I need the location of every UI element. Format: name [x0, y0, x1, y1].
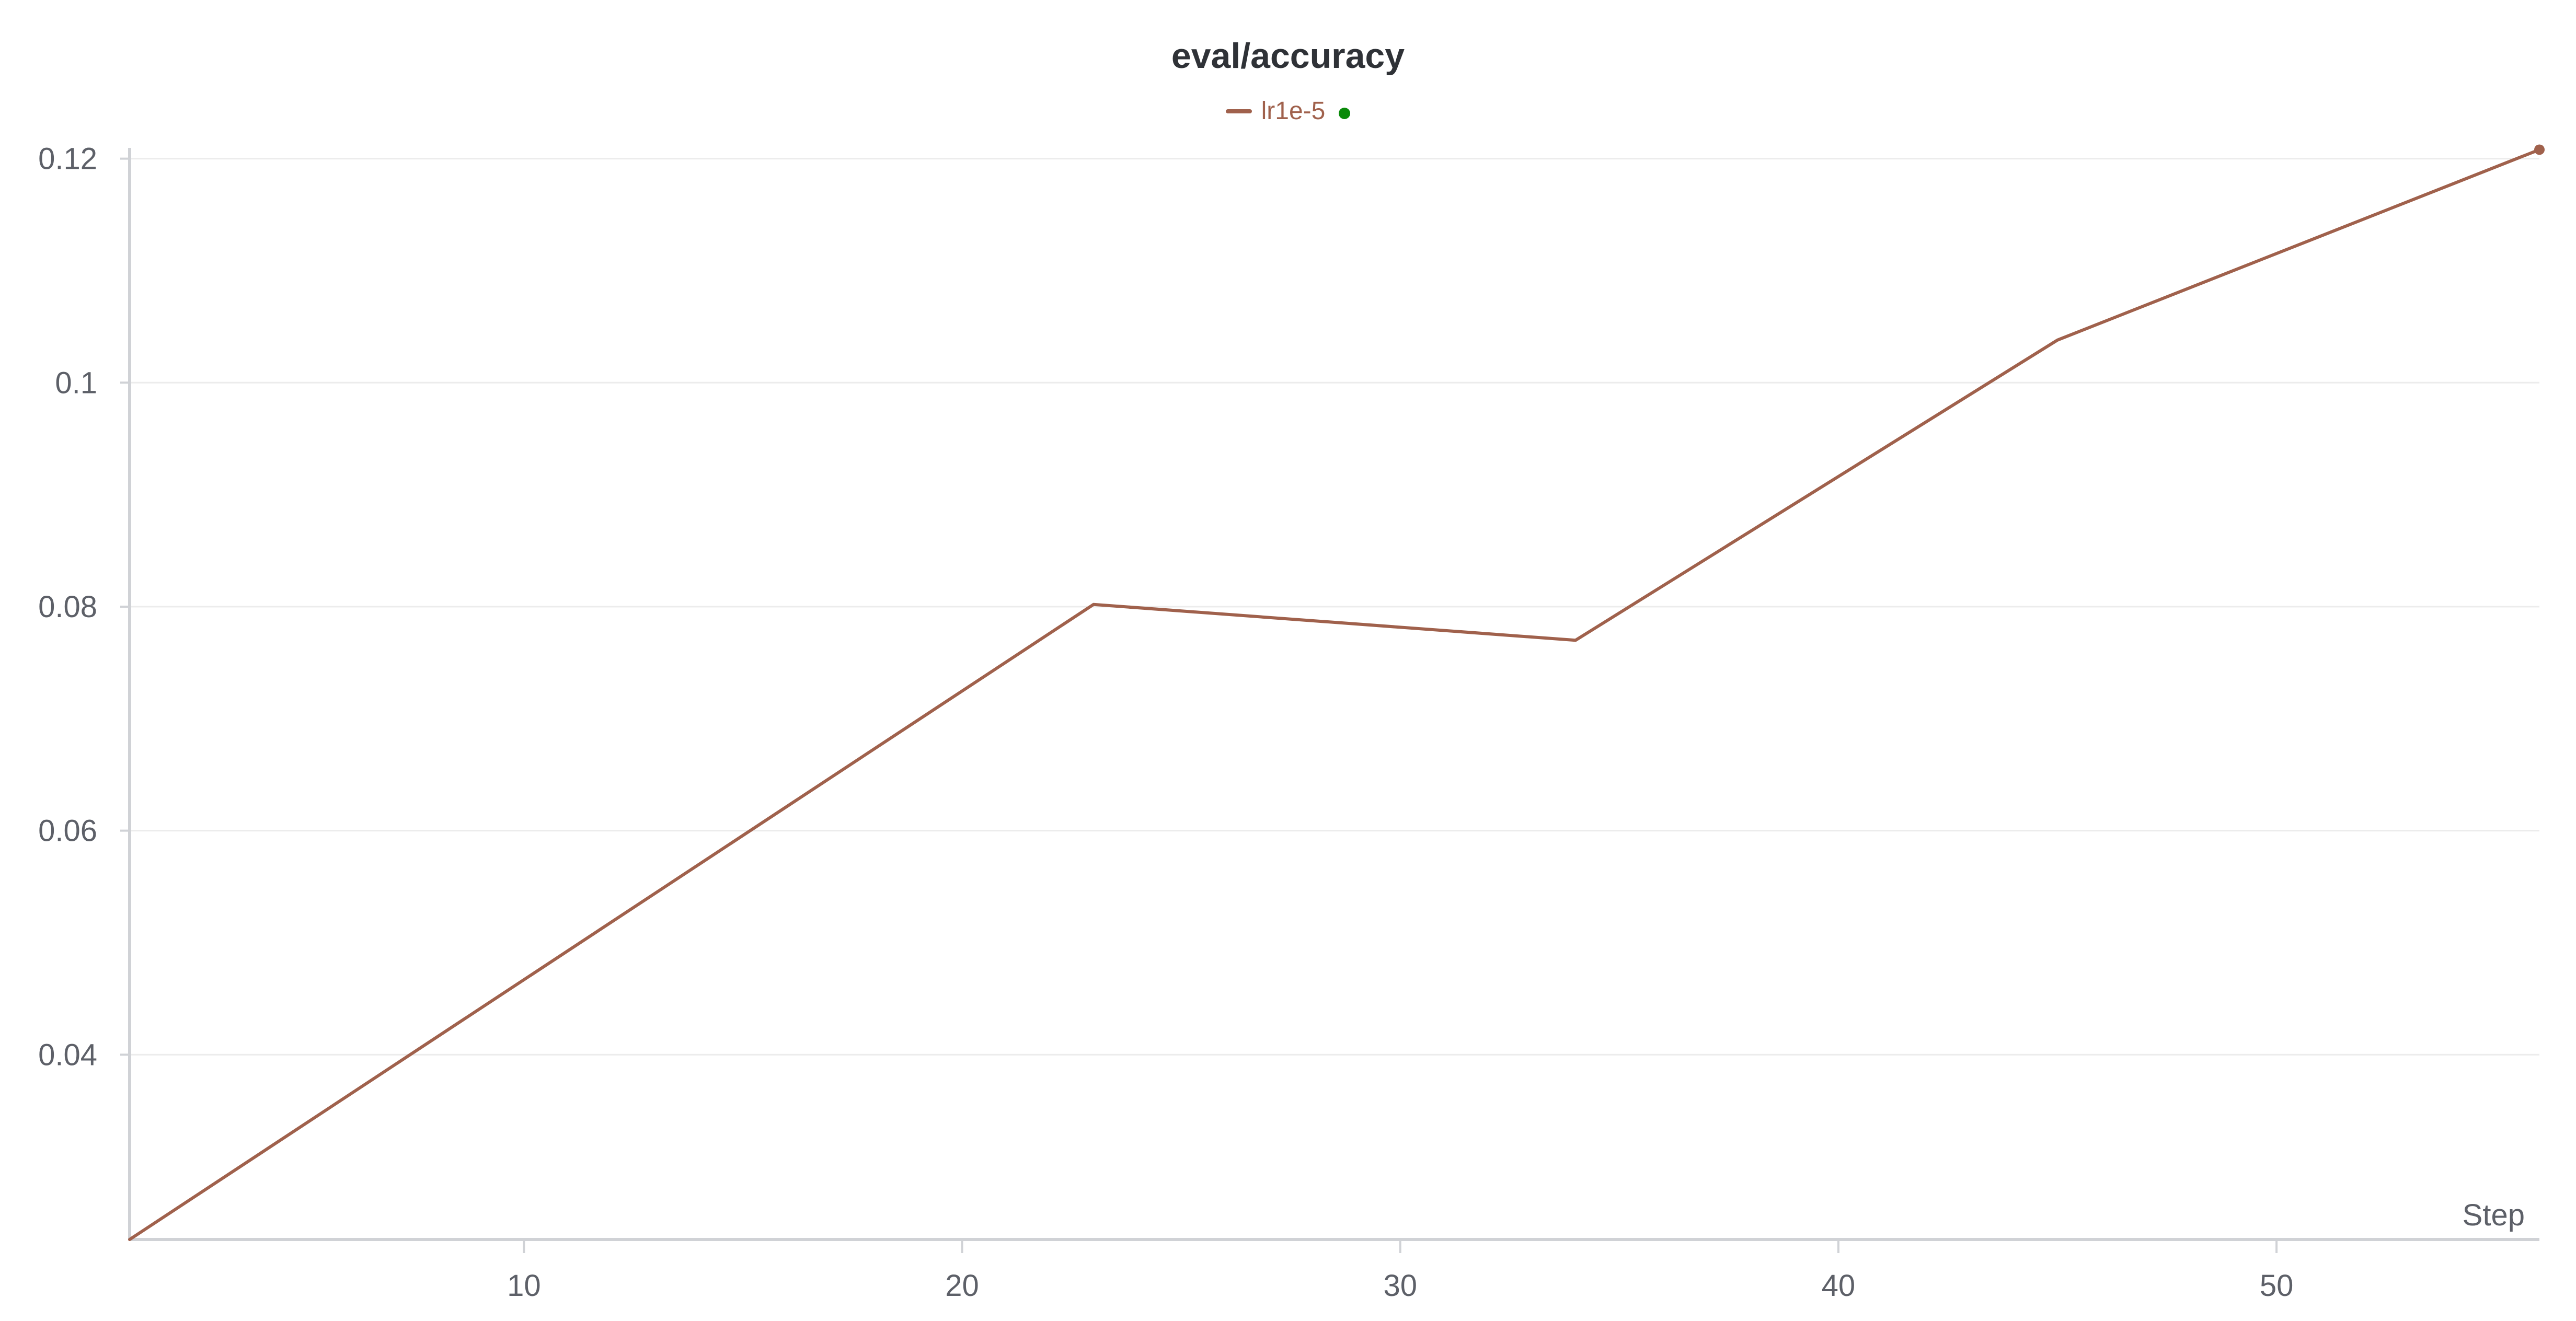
y-tick-label: 0.04 — [38, 1038, 97, 1072]
y-tick-label: 0.12 — [38, 142, 97, 176]
chart-title: eval/accuracy — [1171, 36, 1405, 76]
series-line-lr1e-5 — [128, 148, 2541, 1241]
x-tick-label: 50 — [2260, 1269, 2294, 1303]
gridlines — [130, 158, 2539, 1056]
x-tick-label: 10 — [507, 1269, 541, 1303]
x-tick-label: 20 — [945, 1269, 979, 1303]
series-layer — [128, 144, 2545, 1241]
legend: lr1e-5 — [0, 97, 2576, 125]
legend-swatch — [1225, 109, 1252, 113]
series-end-point — [2534, 144, 2545, 155]
x-tick-label: 30 — [1383, 1269, 1417, 1303]
y-tick-label: 0.08 — [38, 590, 97, 624]
x-tick-label: 40 — [1822, 1269, 1856, 1303]
y-tick-label: 0.06 — [38, 814, 97, 848]
x-axis-title: Step — [2463, 1198, 2525, 1232]
legend-series-label[interactable]: lr1e-5 — [1261, 97, 1326, 125]
axes — [120, 148, 2539, 1253]
run-status-dot-icon — [1339, 107, 1351, 119]
tick-labels: 0.04 0.06 0.08 0.1 0.12 10 20 30 40 50 Step — [38, 142, 2525, 1303]
y-tick-label: 0.1 — [55, 366, 97, 400]
